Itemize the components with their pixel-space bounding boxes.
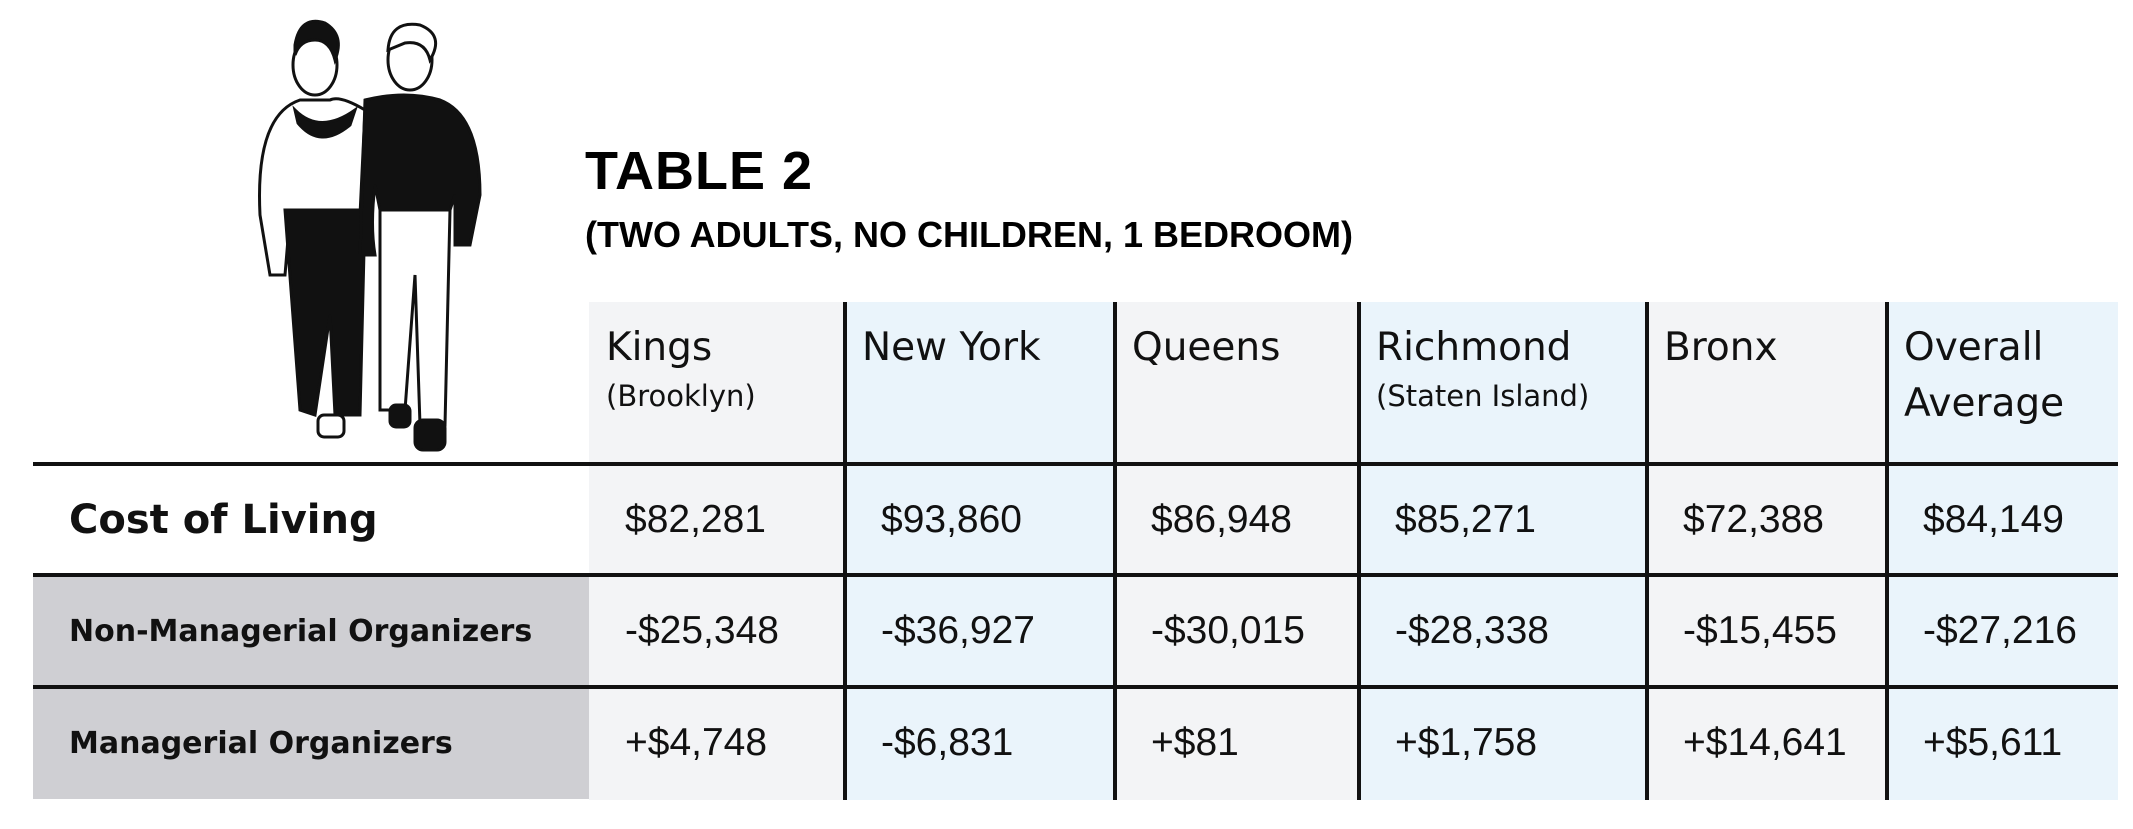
column-header: Queens bbox=[1115, 302, 1359, 464]
column-background bbox=[1359, 302, 1647, 800]
column-background bbox=[1115, 302, 1359, 800]
row-divider bbox=[33, 462, 2118, 466]
table-cell: $72,388 bbox=[1683, 498, 1824, 541]
table-cell: -$27,216 bbox=[1923, 609, 2077, 652]
table-cell: $82,281 bbox=[625, 498, 766, 541]
table-cell: $86,948 bbox=[1151, 498, 1292, 541]
table-cell: -$30,015 bbox=[1151, 609, 1305, 652]
table-cell: -$25,348 bbox=[625, 609, 779, 652]
column-background bbox=[589, 302, 845, 800]
column-divider bbox=[1357, 302, 1361, 800]
row-label: Cost of Living bbox=[33, 464, 589, 576]
column-divider bbox=[1645, 302, 1649, 800]
row-label: Non-Managerial Organizers bbox=[33, 575, 589, 687]
column-note: (Staten Island) bbox=[1376, 379, 1590, 413]
column-header: Kings (Brooklyn) bbox=[589, 302, 845, 464]
column-header: Richmond (Staten Island) bbox=[1359, 302, 1647, 464]
illustration bbox=[258, 19, 482, 452]
column-name: Queens bbox=[1132, 325, 1281, 370]
table-cell: -$36,927 bbox=[881, 609, 1035, 652]
table-cell: $84,149 bbox=[1923, 498, 2064, 541]
column-note: (Brooklyn) bbox=[606, 379, 756, 413]
column-divider bbox=[1113, 302, 1117, 800]
column-header: New York bbox=[845, 302, 1115, 464]
table-subtitle: (TWO ADULTS, NO CHILDREN, 1 BEDROOM) bbox=[585, 214, 1353, 255]
column-name: Bronx bbox=[1664, 325, 1778, 370]
column-background bbox=[1647, 302, 1887, 800]
table-cell: $85,271 bbox=[1395, 498, 1536, 541]
column-divider bbox=[843, 302, 847, 800]
column-name: New York bbox=[862, 325, 1041, 370]
table-cell: -$15,455 bbox=[1683, 609, 1837, 652]
column-name: Overall Average bbox=[1904, 325, 2065, 426]
table-cell: +$14,641 bbox=[1683, 721, 1847, 764]
column-background bbox=[1887, 302, 2118, 800]
table-title: TABLE 2 bbox=[585, 141, 814, 201]
table-cell: +$4,748 bbox=[625, 721, 768, 764]
table-cell: $93,860 bbox=[881, 498, 1022, 541]
column-name: Kings bbox=[606, 325, 713, 370]
column-header: Overall Average bbox=[1887, 302, 2118, 464]
table-cell: -$6,831 bbox=[881, 721, 1014, 764]
column-background bbox=[845, 302, 1115, 800]
column-divider bbox=[1885, 302, 1889, 800]
table-cell: +$5,611 bbox=[1923, 721, 2063, 764]
table-cell: +$81 bbox=[1151, 721, 1239, 764]
row-label: Managerial Organizers bbox=[33, 687, 589, 799]
table-cell: +$1,758 bbox=[1395, 721, 1538, 764]
row-divider bbox=[33, 573, 2118, 577]
column-header: Bronx bbox=[1647, 302, 1887, 464]
column-name: Richmond bbox=[1376, 325, 1572, 370]
table-cell: -$28,338 bbox=[1395, 609, 1549, 652]
row-divider bbox=[33, 685, 2118, 689]
